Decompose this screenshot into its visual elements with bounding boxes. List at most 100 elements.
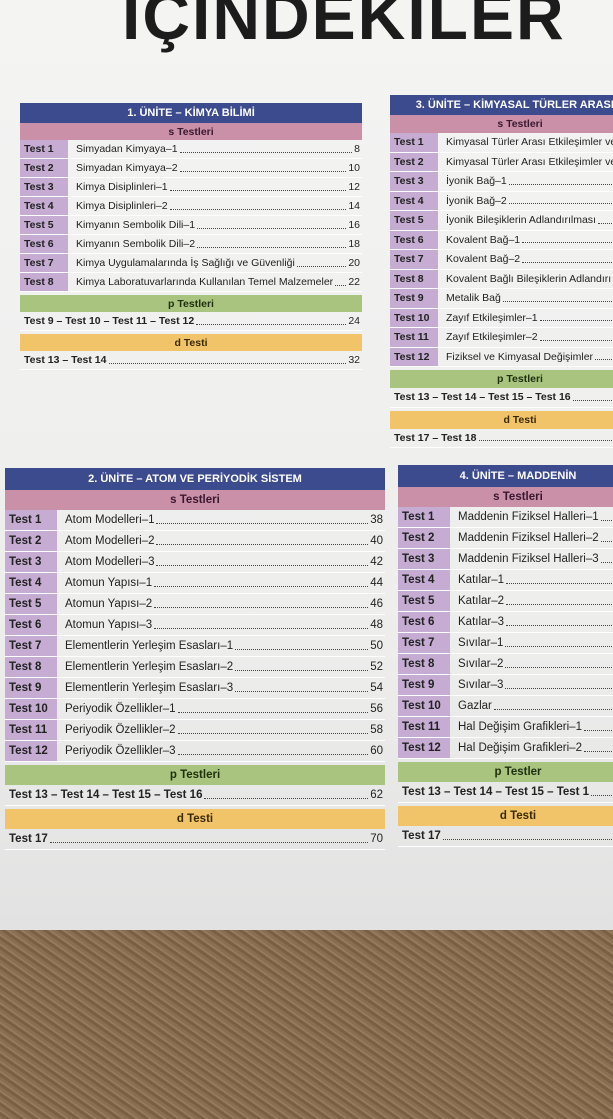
test-name: Kimyanın Sembolik Dili–1 — [76, 219, 196, 231]
test-name: Fiziksel ve Kimyasal Değişimler — [446, 350, 594, 363]
test-name: Maddenin Fiziksel Halleri–3 — [458, 553, 599, 565]
dot-leader — [156, 522, 369, 524]
toc-row: Test 6 Kimyanın Sembolik Dili–2 18 — [20, 235, 362, 254]
page-number: 70 — [370, 833, 383, 845]
test-name: Gazlar — [458, 700, 492, 712]
test-label: Test 6 — [390, 230, 438, 249]
toc-row: Test 4 Katılar–1 — [398, 570, 613, 591]
test-name: Kimya Disiplinleri–1 — [76, 181, 168, 193]
test-label: Test 7 — [390, 250, 438, 269]
toc-row: Test 4 İyonik Bağ–2 — [390, 191, 613, 211]
d-header: d Testi — [5, 809, 385, 829]
test-label: Test 10 — [5, 699, 57, 719]
toc-row: Test 5 Kimyanın Sembolik Dili–1 16 — [20, 216, 362, 235]
dot-leader — [506, 582, 613, 584]
page-number: 48 — [370, 619, 383, 631]
test-name: Zayıf Etkileşimler–2 — [446, 331, 538, 344]
dot-leader — [49, 841, 369, 843]
s-tests-header: s Testleri — [20, 123, 362, 140]
test-range: Test 17 — [9, 833, 48, 845]
test-name: Katılar–3 — [458, 616, 505, 628]
page-number: 46 — [370, 598, 383, 610]
toc-row: Test 6 Kovalent Bağ–1 — [390, 230, 613, 250]
toc-row: Test 11 Hal Değişim Grafikleri–1 — [398, 717, 613, 738]
toc-row: Test 9 – Test 10 – Test 11 – Test 12 24 — [20, 312, 362, 331]
page-number: 40 — [370, 535, 383, 547]
dot-leader — [522, 242, 613, 244]
test-name: Kimyasal Türler Arası Etkileşimler ve Sı… — [446, 136, 613, 149]
toc-row: Test 5 İyonik Bileşiklerin Adlandırılması — [390, 211, 613, 231]
toc-row: Test 3 Atom Modelleri–3 42 — [5, 552, 385, 573]
toc-row: Test 1 Simyadan Kimyaya–1 8 — [20, 140, 362, 159]
toc-row: Test 2 Atom Modelleri–2 40 — [5, 531, 385, 552]
test-name: Sıvılar–1 — [458, 637, 504, 649]
toc-row: Test 1 Atom Modelleri–1 38 — [5, 510, 385, 531]
dot-leader — [502, 300, 613, 302]
table-surface — [0, 930, 613, 1119]
dot-leader — [597, 222, 613, 224]
toc-row: Test 9 Elementlerin Yerleşim Esasları–3 54 — [5, 678, 385, 699]
toc-row: Test 12 Fiziksel ve Kimyasal Değişimler — [390, 347, 613, 367]
dot-leader — [505, 687, 613, 689]
page-number: 18 — [348, 238, 360, 250]
dot-leader — [505, 666, 613, 668]
dot-leader — [197, 246, 347, 248]
toc-row: Test 3 Kimya Disiplinleri–1 12 — [20, 178, 362, 197]
test-name: Hal Değişim Grafikleri–2 — [458, 742, 582, 754]
toc-row: Test 1 Kimyasal Türler Arası Etkileşimler… — [390, 133, 613, 153]
s-tests-header: s Testleri — [390, 115, 613, 133]
test-label: Test 4 — [20, 197, 68, 215]
dot-leader — [335, 284, 347, 286]
toc-row: Test 6 Katılar–3 — [398, 612, 613, 633]
test-name: İyonik Bağ–2 — [446, 194, 507, 207]
test-name: Katılar–2 — [458, 595, 505, 607]
test-name: Atom Modelleri–2 — [65, 535, 155, 547]
dot-leader — [108, 362, 347, 364]
test-name: Kimya Uygulamalarında İş Sağlığı ve Güve… — [76, 257, 295, 269]
test-name: Atom Modelleri–1 — [65, 514, 155, 526]
test-name: Kimya Disiplinleri–2 — [76, 200, 168, 212]
s-tests-header: s Testleri — [5, 490, 385, 510]
toc-row: Test 13 – Test 14 – Test 15 – Test 1 — [398, 782, 613, 803]
test-name: Metalik Bağ — [446, 292, 501, 305]
toc-row: Test 8 Kimya Laboratuvarlarında Kullanıla… — [20, 273, 362, 292]
dot-leader — [296, 265, 347, 267]
test-name: Maddenin Fiziksel Halleri–1 — [458, 511, 599, 523]
test-name: Kimyasal Türler Arası Etkileşimler ve Sı… — [446, 155, 613, 168]
page-number: 54 — [370, 682, 383, 694]
test-range: Test 17 – Test 18 — [394, 431, 477, 444]
test-label: Test 11 — [398, 717, 450, 737]
page-number: 38 — [370, 514, 383, 526]
page-number: 10 — [348, 162, 360, 174]
test-label: Test 10 — [390, 308, 438, 327]
test-name: Atom Modelleri–3 — [65, 556, 155, 568]
dot-leader — [156, 564, 369, 566]
test-range: Test 17 — [402, 830, 441, 842]
test-label: Test 6 — [398, 612, 450, 632]
test-range: Test 13 – Test 14 – Test 15 – Test 16 — [394, 391, 571, 404]
toc-row: Test 17 – Test 18 — [390, 429, 613, 448]
test-label: Test 6 — [20, 235, 68, 253]
test-name: Atomun Yapısı–1 — [65, 577, 153, 589]
dot-leader — [179, 151, 353, 153]
test-name: Kovalent Bağ–1 — [446, 233, 521, 246]
test-label: Test 3 — [5, 552, 57, 572]
test-label: Test 7 — [20, 254, 68, 272]
dot-leader — [177, 732, 369, 734]
toc-row: Test 10 Periyodik Özellikler–1 56 — [5, 699, 385, 720]
test-label: Test 5 — [5, 594, 57, 614]
test-name: Atomun Yapısı–3 — [65, 619, 153, 631]
toc-row: Test 8 Kovalent Bağlı Bileşiklerin Adland… — [390, 269, 613, 289]
unit-section: 2. ÜNİTE – ATOM VE PERİYODİK SİSTEM s Tes… — [5, 468, 385, 850]
test-name: Elementlerin Yerleşim Esasları–2 — [65, 661, 234, 673]
toc-row: Test 6 Atomun Yapısı–3 48 — [5, 615, 385, 636]
dot-leader — [169, 189, 347, 191]
test-label: Test 10 — [398, 696, 450, 716]
dot-leader — [179, 170, 347, 172]
toc-row: Test 2 Simyadan Kimyaya–2 10 — [20, 159, 362, 178]
test-label: Test 1 — [5, 510, 57, 530]
unit-title: 3. ÜNİTE – KİMYASAL TÜRLER ARASI E — [390, 95, 613, 115]
dot-leader — [177, 753, 369, 755]
toc-row: Test 1 Maddenin Fiziksel Halleri–1 — [398, 507, 613, 528]
dot-leader — [493, 708, 613, 710]
